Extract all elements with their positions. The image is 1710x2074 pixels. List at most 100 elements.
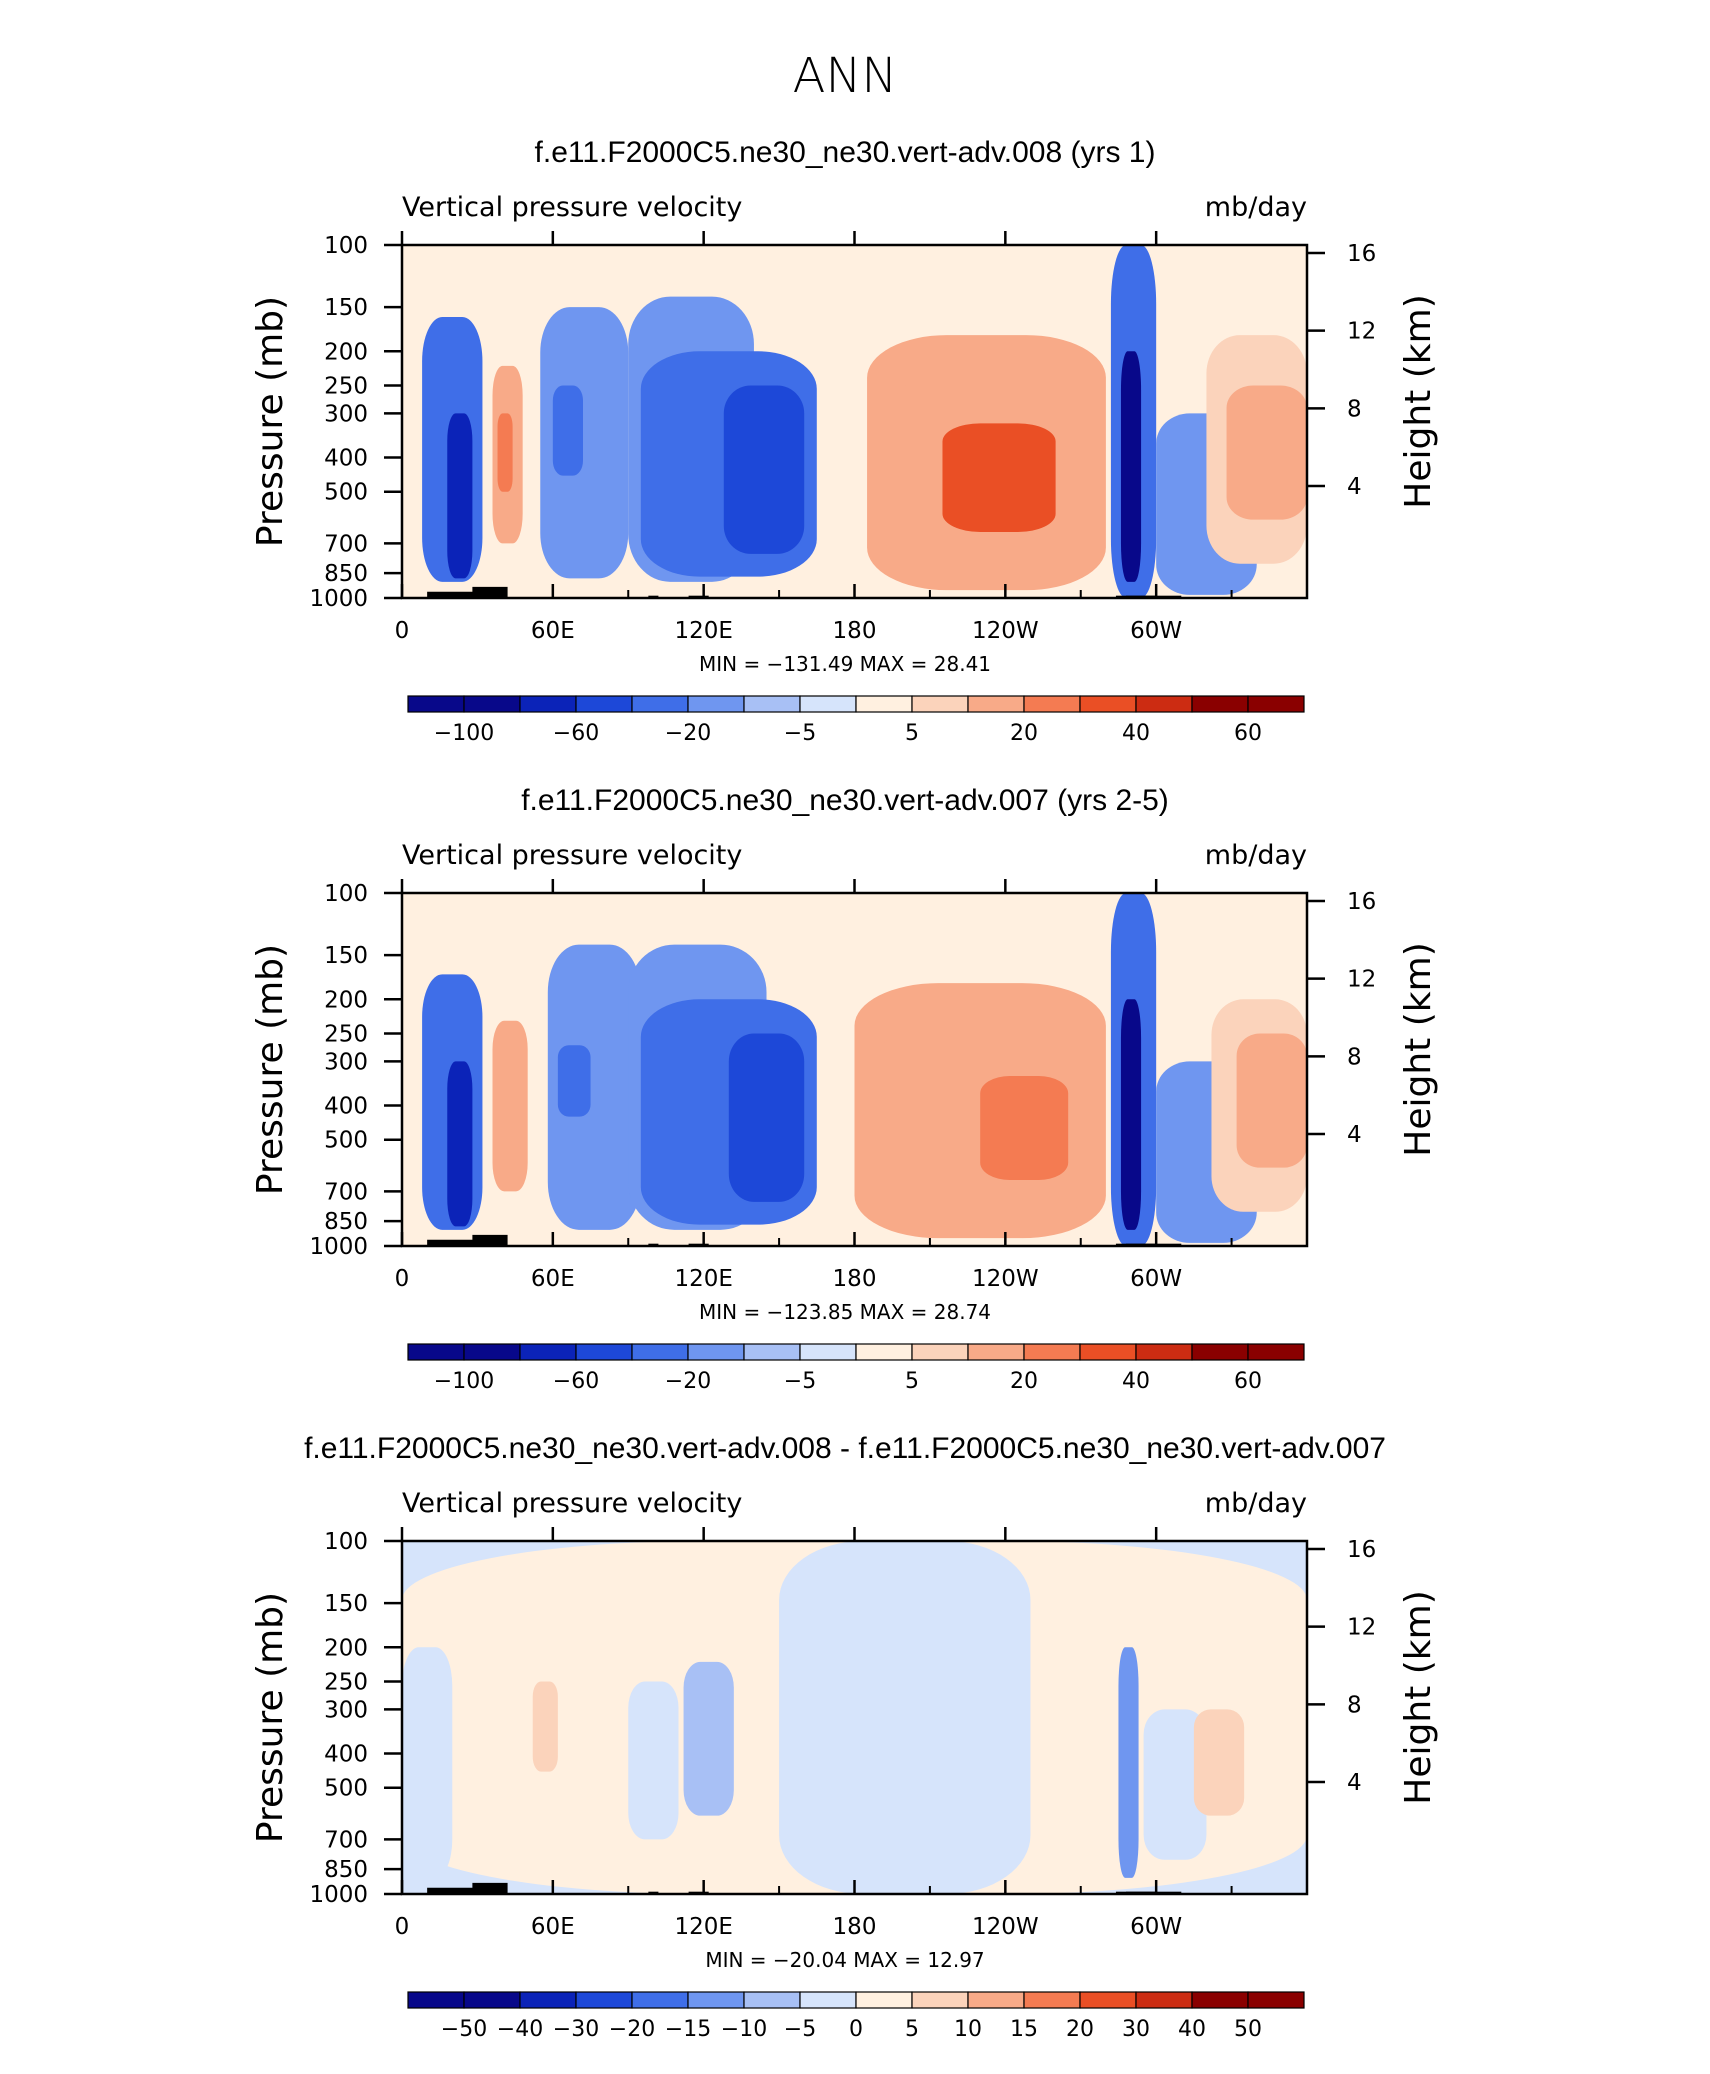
colorbar-swatch — [911, 1343, 969, 1361]
x-tick-label: 60E — [531, 618, 575, 644]
field-cell-7 — [728, 1033, 805, 1202]
y-right-tick-label: 8 — [1347, 396, 1362, 422]
colorbar-label: 15 — [1010, 2017, 1038, 2042]
colorbar-swatch — [407, 695, 465, 713]
field-cell-1 — [447, 1061, 473, 1227]
field-cell-8 — [1143, 1709, 1207, 1860]
y-tick-label: 300 — [324, 1697, 368, 1723]
y-tick-label: 700 — [324, 531, 368, 557]
y-tick-label: 100 — [324, 1529, 368, 1555]
colorbar-swatch — [799, 1343, 857, 1361]
y-right-tick-label: 12 — [1347, 319, 1376, 345]
subtitle-right: mb/day — [1205, 840, 1307, 871]
y-tick-label: 1000 — [309, 1882, 368, 1908]
min-max-stats: MIN = −20.04 MAX = 12.97 — [705, 1948, 984, 1972]
colorbar-swatch — [743, 695, 801, 713]
subtitle-right: mb/day — [1205, 192, 1307, 223]
y-right-axis-label: Height (km) — [1398, 942, 1439, 1156]
panel-title: f.e11.F2000C5.ne30_ne30.vert-adv.007 (yr… — [521, 784, 1169, 817]
colorbar-swatch — [1191, 695, 1249, 713]
colorbar-swatch — [967, 695, 1025, 713]
y-tick-label: 200 — [324, 339, 368, 365]
colorbar-label: 20 — [1066, 2017, 1094, 2042]
colorbar-swatch — [519, 1991, 577, 2009]
x-tick-label: 60E — [531, 1914, 575, 1940]
colorbar-swatch — [575, 1343, 633, 1361]
colorbar-label: −60 — [553, 721, 599, 746]
y-right-axis-label: Height (km) — [1398, 1590, 1439, 1804]
panel-1: f.e11.F2000C5.ne30_ne30.vert-adv.008 (yr… — [250, 136, 1439, 746]
colorbar-swatch — [575, 1991, 633, 2009]
x-tick-label: 180 — [833, 1266, 877, 1292]
x-tick-label: 120E — [674, 1914, 732, 1940]
colorbar-label: 5 — [905, 1369, 919, 1394]
y-tick-label: 700 — [324, 1827, 368, 1853]
y-tick-label: 150 — [324, 1591, 368, 1617]
colorbar-swatch — [855, 1991, 913, 2009]
field-cell-1 — [447, 413, 473, 579]
colorbar-swatch — [911, 695, 969, 713]
subtitle-right: mb/day — [1205, 1488, 1307, 1519]
colorbar-swatch — [967, 1991, 1025, 2009]
y-tick-label: 250 — [324, 1021, 368, 1047]
field-cells — [422, 893, 1307, 1246]
x-tick-label: 0 — [395, 618, 410, 644]
y-tick-label: 150 — [324, 943, 368, 969]
x-tick-label: 60W — [1130, 1914, 1182, 1940]
y-tick-label: 400 — [324, 1742, 368, 1768]
colorbar-swatch — [1135, 695, 1193, 713]
field-cell-3 — [547, 944, 641, 1230]
panel-3: f.e11.F2000C5.ne30_ne30.vert-adv.008 - f… — [250, 1432, 1439, 2042]
colorbar-swatch — [855, 695, 913, 713]
colorbar: −50 −40 −30 −20 −15 −10 −5 0 5 10 15 20 30 40 50 — [407, 1991, 1305, 2042]
subtitle-left: Vertical pressure velocity — [402, 192, 742, 223]
colorbar-swatch — [1023, 695, 1081, 713]
y-tick-label: 100 — [324, 881, 368, 907]
topography-1 — [472, 1882, 508, 1894]
colorbar: −100 −60 −20 −5 5 20 40 60 — [407, 1343, 1305, 1394]
y-tick-label: 400 — [324, 1094, 368, 1120]
colorbar-swatch — [799, 695, 857, 713]
y-tick-label: 500 — [324, 1128, 368, 1154]
y-tick-label: 200 — [324, 1635, 368, 1661]
colorbar-label: 40 — [1122, 721, 1150, 746]
panel-title: f.e11.F2000C5.ne30_ne30.vert-adv.008 - f… — [304, 1432, 1386, 1465]
colorbar-swatch — [743, 1991, 801, 2009]
field-cell-11 — [942, 423, 1056, 532]
colorbar-swatch — [855, 1343, 913, 1361]
panel-2: f.e11.F2000C5.ne30_ne30.vert-adv.007 (yr… — [250, 784, 1439, 1394]
y-tick-label: 500 — [324, 480, 368, 506]
y-right-tick-label: 12 — [1347, 967, 1376, 993]
y-tick-label: 700 — [324, 1179, 368, 1205]
x-tick-label: 120W — [972, 618, 1039, 644]
field-cells — [402, 1541, 1307, 1894]
colorbar: −100 −60 −20 −5 5 20 40 60 — [407, 695, 1305, 746]
colorbar-swatch — [1079, 1991, 1137, 2009]
colorbar-label: 10 — [954, 2017, 982, 2042]
x-tick-label: 120W — [972, 1266, 1039, 1292]
y-right-tick-label: 8 — [1347, 1692, 1362, 1718]
y-tick-label: 1000 — [309, 1234, 368, 1260]
field-cell-12 — [1120, 999, 1142, 1230]
colorbar-label: −30 — [553, 2017, 599, 2042]
colorbar-label: −5 — [784, 721, 816, 746]
colorbar-swatch — [519, 695, 577, 713]
colorbar-swatch — [1135, 1343, 1193, 1361]
field-cell-7 — [1118, 1647, 1139, 1878]
y-tick-label: 850 — [324, 561, 368, 587]
field-cell-4 — [540, 307, 629, 579]
y-tick-label: 300 — [324, 1049, 368, 1075]
subtitle-left: Vertical pressure velocity — [402, 840, 742, 871]
field-cell-8 — [723, 385, 805, 554]
topography-0 — [427, 1887, 503, 1894]
field-cell-10 — [980, 1076, 1069, 1180]
colorbar-label: 40 — [1178, 2017, 1206, 2042]
colorbar-label: −50 — [441, 2017, 487, 2042]
colorbar-label: 50 — [1234, 2017, 1262, 2042]
colorbar-swatch — [1023, 1991, 1081, 2009]
y-right-tick-label: 16 — [1347, 1537, 1376, 1563]
topography-0 — [427, 1239, 503, 1246]
y-tick-label: 500 — [324, 1776, 368, 1802]
x-tick-label: 120E — [674, 1266, 732, 1292]
